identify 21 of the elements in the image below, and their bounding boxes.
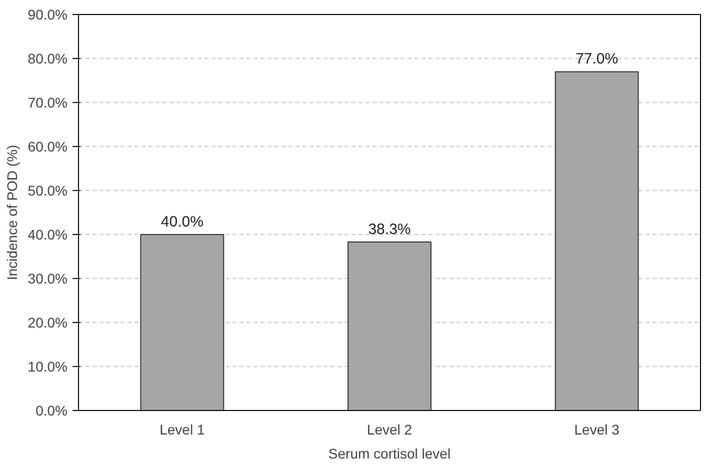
y-tick-label: 90.0%: [28, 6, 68, 22]
y-tick-label: 80.0%: [28, 50, 68, 66]
y-tick-label: 30.0%: [28, 270, 68, 286]
y-tick-label: 40.0%: [28, 226, 68, 242]
y-tick-label: 60.0%: [28, 138, 68, 154]
data-label: 40.0%: [160, 214, 204, 230]
data-label: 38.3%: [368, 220, 411, 238]
x-tick-label: Level 3: [574, 422, 620, 438]
bar: [554, 71, 639, 410]
y-tick-label: 10.0%: [28, 358, 68, 374]
bar: [140, 234, 224, 410]
y-tick-label: 0.0%: [36, 402, 68, 418]
y-tick-label: 20.0%: [28, 314, 68, 330]
data-label: 77.0%: [576, 50, 618, 68]
x-axis-title: Serum cortisol level: [328, 446, 451, 462]
x-tick-label: Level 2: [366, 422, 412, 438]
y-axis-title: Incidence of POD (%): [4, 144, 20, 280]
y-tick-label: 50.0%: [28, 182, 68, 198]
y-tick-label: 70.0%: [28, 94, 68, 110]
x-tick-label: Level 1: [160, 422, 205, 438]
bar: [348, 241, 432, 410]
